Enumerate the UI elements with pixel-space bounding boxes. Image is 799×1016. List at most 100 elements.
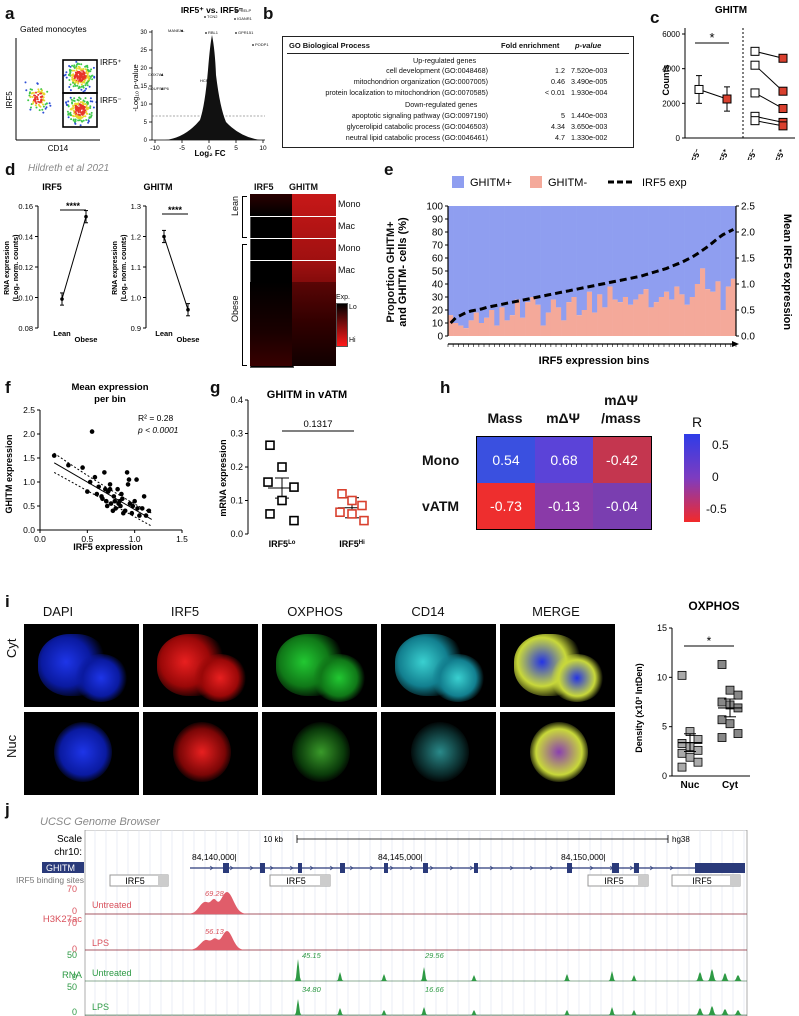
d-ghitm-sig: **** [168,205,183,215]
go-fold: 0.46 [551,77,565,86]
e-bar-pos [576,206,583,316]
panel-i-micrographs: DAPI IRF5 OXPHOS CD14 MERGE Cyt Nuc [0,596,640,796]
e-bar-pos [550,206,557,300]
e-bar-neg [612,299,619,336]
d-heatmap: IRF5 GHITM Mono Mac Mono Mac Lean Obese … [230,182,372,372]
volcano-gene-label: HCFC1 [200,78,214,83]
h-legend-title: R [692,414,703,430]
j-exon [695,863,745,873]
c-xcat: IRF5⁺ [715,148,731,160]
d-ghitm-chart: GHITM RNA expression (Log₂ norm. counts)… [112,182,199,344]
e-ytick-left: 80 [432,228,444,239]
micrograph [143,624,258,707]
j-exon [423,863,428,873]
f-xlabel: IRF5 expression [73,542,143,552]
j-exon [260,863,265,873]
e-bar-neg [504,320,511,336]
g-point [337,489,347,499]
e-bar-neg [617,302,624,336]
d-point [84,214,88,219]
i-xcat: Nuc [681,780,700,791]
h-cell: -0.13 [535,483,593,529]
j-exon [634,863,639,873]
d-ghitm-ylabel2: (Log₂ norm. counts) [121,235,128,302]
e-bar-neg [730,278,737,336]
e-legend-pos: GHITM+ [470,177,512,189]
g-xcat-lo: IRF5Lo [269,539,296,549]
e-bar-neg [705,289,711,336]
heat-row-1: Mono [338,199,361,209]
j-exon [474,863,478,873]
go-row: protein localization to mitochondrion (G… [283,88,633,99]
f-point [139,506,145,511]
e-bar-neg [478,323,485,336]
volcano-ytick: 10 [140,102,147,108]
go-pvalue: 3.650e-003 [571,122,608,131]
e-bar-pos [448,206,454,316]
gate-hi-label: IRF5⁺ [100,58,122,67]
e-ytick-right: 1.5 [741,254,755,265]
f-point [103,498,109,504]
j-exon [567,863,572,873]
e-bar-pos [535,206,541,305]
h-col-mdpsi-mass: mΔΨ [604,392,638,408]
e-bar-pos [725,206,732,287]
go-row: mitochondrion organization (GO:0007005) 0… [283,77,633,88]
micrograph [24,624,139,707]
e-bar-neg [684,304,691,336]
j-binding-site-label: IRF5 [286,876,306,886]
h-cell: 0.54 [477,437,535,483]
j-exon [223,863,229,873]
j-gene-label-box [42,862,84,873]
f-ytick: 2.0 [23,429,35,439]
j-exon [384,863,388,873]
d-irf5-ylabel2: (Log₂ norm. counts) [13,235,20,302]
d-ytick: 1.1 [131,263,141,272]
panel-letter-c: c [650,8,660,27]
e-bar-pos [556,206,562,308]
e-bar-neg [628,304,634,336]
e-ytick-left: 50 [432,267,444,278]
panel-g-chart: GHITM in vATM mRNA expression 0.1317 0.0… [218,389,369,549]
g-point [335,507,345,518]
e-bar-neg [653,302,660,336]
g-point [263,477,273,487]
heat-col-ghitm: GHITM [289,182,318,192]
i-point [733,729,743,738]
e-bar-pos [633,206,639,300]
d-point [186,307,190,312]
e-bar-neg [494,325,500,336]
volcano-ytick: 20 [140,66,147,72]
go-term: neutral lipid catabolic process (GO:0046… [345,133,488,142]
g-ytick: 0.3 [230,429,243,439]
volcano-gene-label: GPR151 [238,30,254,35]
j-untreated-h: Untreated [92,900,132,910]
e-ytick-left: 0 [437,332,443,343]
g-point [265,440,275,451]
go-down-header: Down-regulated genes [405,100,478,109]
panel-f-chart: Mean expression per bin GHITM expression… [4,382,188,552]
go-term: apoptotic signaling pathway (GO:0097190) [351,111,488,120]
heat-group-obese: Obese [230,295,240,322]
c-y-label: Counts [661,65,671,96]
e-ytick-right: 2.5 [741,202,755,213]
i-col-cd14: CD14 [411,604,445,619]
j-binding-site-label: IRF5 [692,876,712,886]
j-lps-r: LPS [92,1002,109,1012]
e-ytick-right: 2.0 [741,228,755,239]
f-point [137,513,142,518]
e-bar-neg [658,297,665,336]
j-coord-2: 84,145,000| [378,852,423,862]
d-ytick: 0.10 [18,294,33,303]
i-point [677,762,687,772]
f-point [110,508,116,514]
h-cell: -0.73 [477,483,535,529]
g-point [289,515,299,526]
e-bar-pos [484,206,490,318]
e-bar-pos [489,206,495,310]
g-ytick: 0.0 [230,529,243,539]
e-bar-neg [664,291,670,336]
c-title: GHITM [715,5,747,16]
j-chr: chr10: [54,847,82,858]
i-point [677,748,687,758]
